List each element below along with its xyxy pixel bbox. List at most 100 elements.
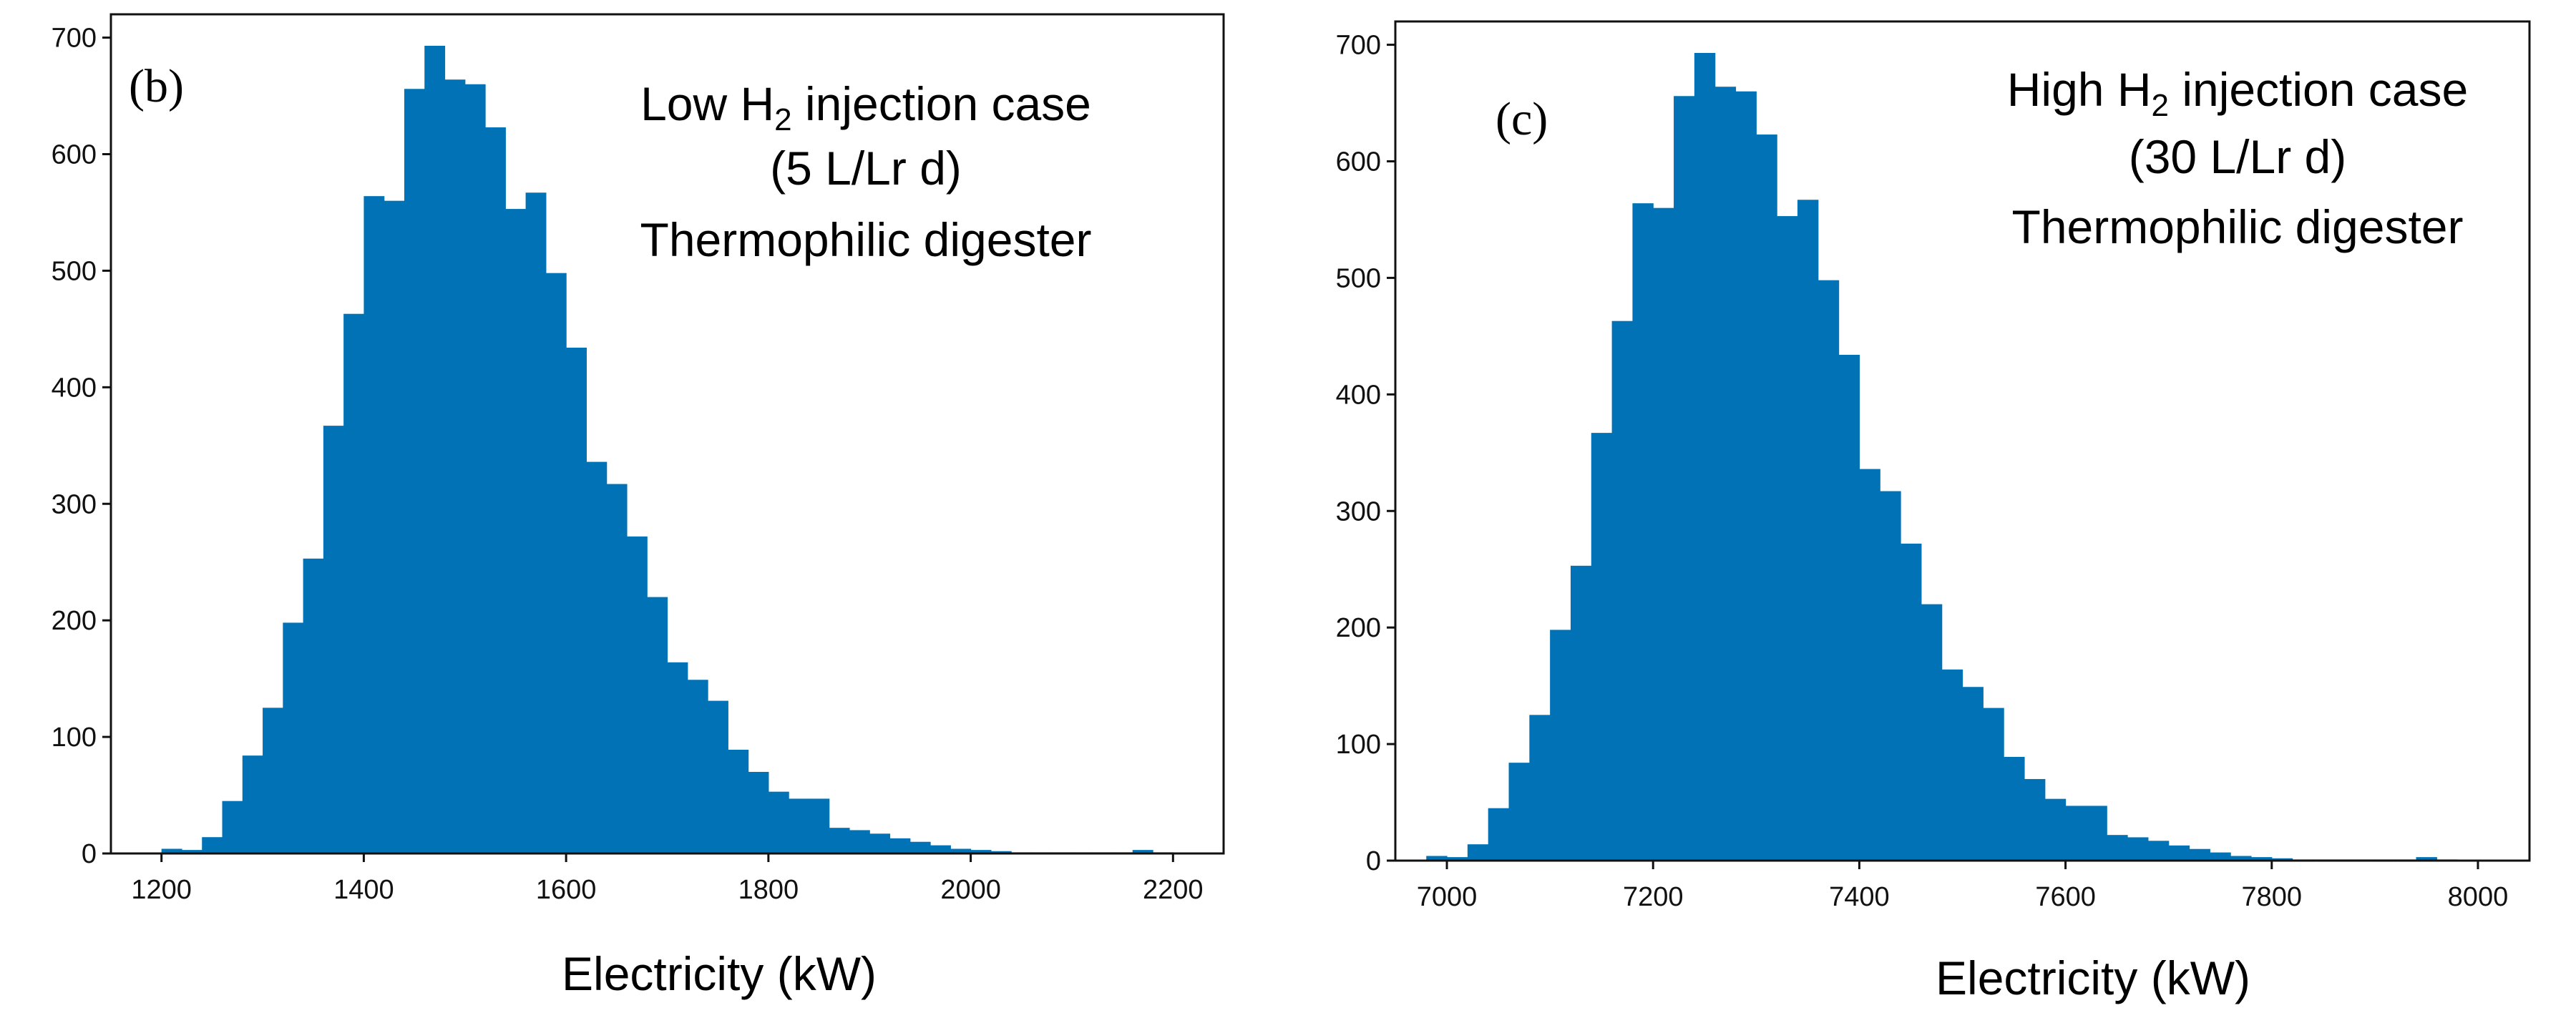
histogram-bar bbox=[2127, 837, 2149, 861]
x-tick-label: 7400 bbox=[1829, 882, 1890, 912]
histogram-bar bbox=[708, 700, 728, 853]
histogram-bar bbox=[1797, 200, 1819, 861]
histogram-bar bbox=[1859, 469, 1880, 861]
histogram-bar bbox=[1694, 52, 1716, 861]
histogram-bar bbox=[464, 84, 486, 853]
x-tick-label: 7600 bbox=[2035, 882, 2096, 912]
histogram-bar bbox=[1714, 87, 1737, 861]
annotation-subscript-c: 2 bbox=[2152, 88, 2169, 123]
x-tick-label: 7800 bbox=[2241, 882, 2302, 912]
histogram-bar bbox=[1611, 320, 1634, 861]
y-tick-label: 400 bbox=[52, 373, 97, 403]
y-tick-label: 500 bbox=[52, 256, 97, 286]
histogram-bar bbox=[1653, 207, 1674, 861]
annotation-line1-prefix-b: Low H bbox=[640, 77, 774, 130]
histogram-bar bbox=[384, 200, 405, 853]
annotation-line2-c: (30 L/Lr d) bbox=[2129, 130, 2346, 183]
histogram-bar bbox=[202, 837, 223, 853]
y-tick-label: 0 bbox=[1366, 846, 1381, 876]
annotation-line2-b: (5 L/Lr d) bbox=[770, 142, 962, 195]
histogram-bar bbox=[1880, 491, 1901, 861]
histogram-bar bbox=[1838, 354, 1860, 861]
x-axis-b: 1200 1400 1600 1800 2000 2200 bbox=[131, 853, 1204, 905]
histogram-bar bbox=[2147, 841, 2170, 861]
histogram-bar bbox=[1426, 856, 1448, 861]
histogram-bar bbox=[283, 622, 304, 853]
histogram-bar bbox=[667, 662, 688, 853]
histogram-bar bbox=[444, 79, 466, 854]
histogram-bar bbox=[2107, 835, 2128, 861]
histogram-bar bbox=[303, 558, 324, 853]
y-tick-label: 600 bbox=[52, 140, 97, 170]
x-tick-label: 2000 bbox=[940, 875, 1001, 905]
annotation-line1-suffix-b: injection case bbox=[792, 77, 1091, 130]
histogram-bar bbox=[606, 484, 628, 853]
annotation-line1-c: High H2 injection case bbox=[2007, 63, 2468, 123]
histogram-bar bbox=[2024, 778, 2046, 861]
histogram-bar bbox=[970, 850, 992, 853]
histogram-bar bbox=[1983, 708, 2004, 861]
annotation-subscript-b: 2 bbox=[774, 102, 791, 137]
histogram-bar bbox=[728, 750, 749, 853]
y-tick-label: 300 bbox=[1336, 496, 1381, 527]
histogram-bar bbox=[990, 851, 1012, 853]
y-axis-b: 0 100 200 300 400 500 600 700 bbox=[52, 24, 111, 869]
y-tick-label: 100 bbox=[1336, 730, 1381, 760]
x-tick-label: 1200 bbox=[131, 875, 192, 905]
y-tick-label: 300 bbox=[52, 489, 97, 519]
histogram-bar bbox=[768, 791, 789, 853]
y-tick-label: 400 bbox=[1336, 380, 1381, 410]
histogram-bar bbox=[889, 838, 911, 853]
histogram-bar bbox=[364, 196, 385, 853]
histogram-bars-c bbox=[1426, 52, 2458, 861]
histogram-bar bbox=[1735, 91, 1757, 861]
plot-frame-b bbox=[109, 13, 1225, 855]
histogram-bars-b bbox=[161, 45, 1174, 854]
histogram-bar bbox=[2168, 845, 2190, 861]
histogram-bar bbox=[2044, 798, 2067, 861]
panel-label-c: (c) bbox=[1496, 93, 1548, 145]
histogram-bar bbox=[647, 597, 668, 853]
histogram-bar bbox=[323, 426, 344, 853]
histogram-bar bbox=[1818, 280, 1840, 861]
histogram-bar bbox=[1508, 763, 1530, 861]
histogram-bar bbox=[1529, 715, 1551, 861]
histogram-bar bbox=[2250, 857, 2273, 861]
histogram-bar bbox=[505, 209, 527, 853]
histogram-bar bbox=[1632, 203, 1654, 861]
x-tick-label: 1800 bbox=[738, 875, 799, 905]
x-axis-c: 7000 7200 7400 7600 7800 8000 bbox=[1417, 861, 2508, 912]
histogram-bar bbox=[1467, 844, 1489, 861]
y-tick-label: 700 bbox=[52, 24, 97, 54]
histogram-bar bbox=[161, 848, 182, 853]
histogram-panel-b: 0 100 200 300 400 500 600 700 1200 1400 1600 1800 2… bbox=[52, 13, 1225, 1000]
histogram-bar bbox=[2086, 806, 2107, 861]
histogram-bar bbox=[545, 273, 567, 853]
annotation-line1-b: Low H2 injection case bbox=[640, 77, 1091, 137]
histogram-bar bbox=[2189, 848, 2210, 861]
histogram-bar bbox=[2065, 806, 2087, 861]
histogram-bar bbox=[1447, 857, 1468, 861]
histogram-bar bbox=[485, 127, 506, 853]
histogram-bar bbox=[869, 833, 891, 853]
histogram-bar bbox=[2271, 858, 2293, 861]
x-tick-label: 7200 bbox=[1623, 882, 1684, 912]
histogram-bar bbox=[1921, 604, 1943, 861]
histogram-bar bbox=[343, 313, 365, 853]
y-tick-label: 100 bbox=[52, 723, 97, 753]
annotation-b: Low H2 injection case (5 L/Lr d) Thermop… bbox=[640, 77, 1092, 266]
histogram-bar bbox=[586, 461, 608, 853]
histogram-bar bbox=[1962, 687, 1984, 861]
histogram-bar bbox=[748, 771, 769, 853]
histogram-bar bbox=[525, 192, 547, 853]
x-tick-label: 7000 bbox=[1417, 882, 1478, 912]
annotation-line3-c: Thermophilic digester bbox=[2012, 200, 2464, 253]
histogram-bar bbox=[222, 801, 243, 853]
histogram-bar bbox=[909, 841, 931, 853]
histogram-bar bbox=[687, 680, 708, 853]
histogram-bar bbox=[930, 845, 951, 853]
histogram-bar bbox=[1941, 669, 1963, 861]
annotation-line3-b: Thermophilic digester bbox=[640, 213, 1092, 266]
y-tick-label: 500 bbox=[1336, 263, 1381, 293]
